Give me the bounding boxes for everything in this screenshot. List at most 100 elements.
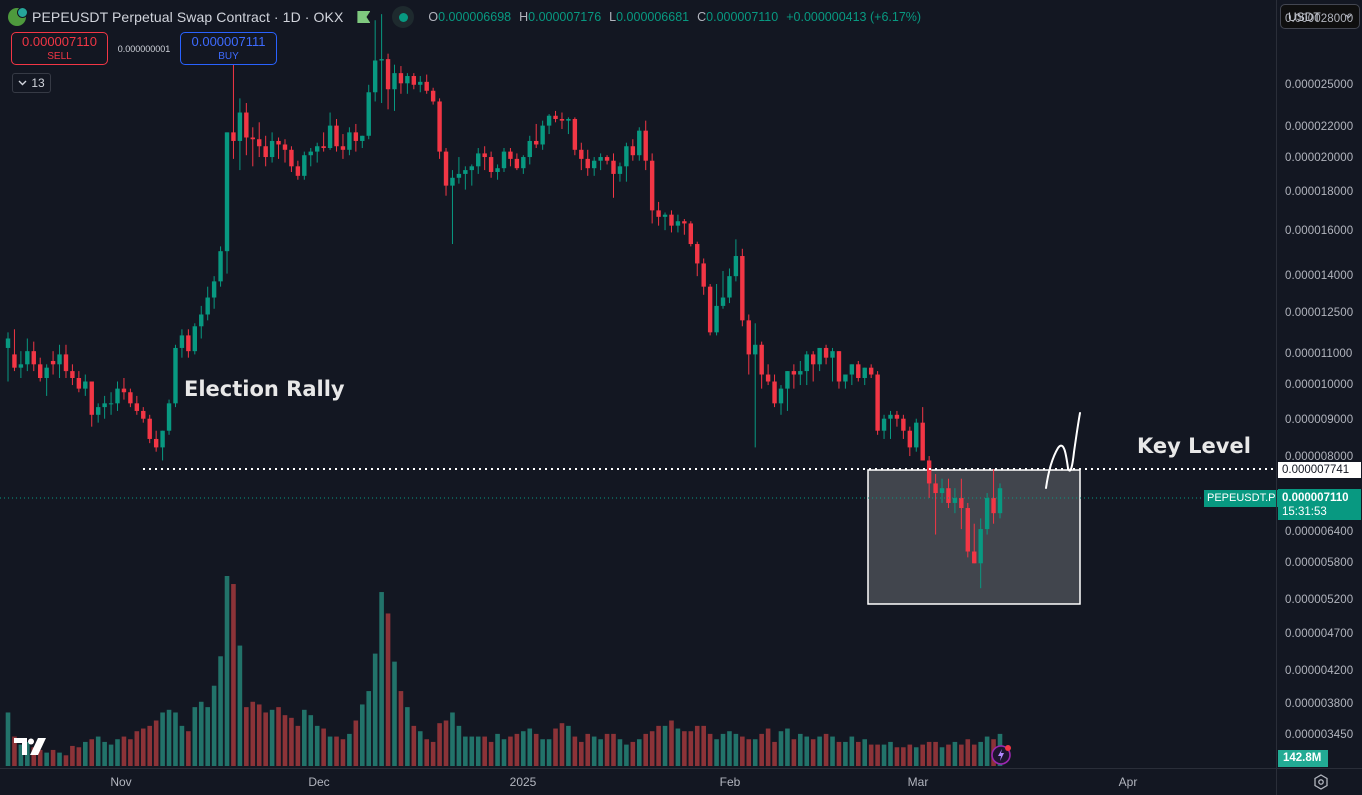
volume-bar	[727, 731, 732, 766]
candle	[707, 286, 713, 333]
candle	[186, 335, 191, 352]
volume-bar	[179, 725, 185, 766]
candle	[817, 347, 822, 365]
spread-value: 0.000000001	[117, 43, 171, 54]
price-tick: 0.000012500	[1285, 307, 1354, 319]
candle	[360, 135, 365, 141]
symbol-title[interactable]: PEPEUSDT Perpetual Swap Contract · 1D · …	[32, 9, 344, 25]
candle	[572, 119, 578, 150]
candle	[946, 488, 951, 503]
sell-button[interactable]: 0.000007110 SELL	[11, 32, 108, 65]
volume-bar	[186, 731, 191, 766]
chevron-down-icon	[1345, 14, 1352, 19]
currency-select[interactable]: USDT	[1280, 4, 1360, 29]
candle	[527, 140, 532, 158]
candle	[424, 81, 429, 91]
candle	[798, 371, 803, 375]
candle	[218, 251, 223, 282]
candle	[604, 157, 610, 161]
price-axis[interactable]: USDT 0.000028000 0.000025000 0.000022000 0.…	[1276, 0, 1362, 768]
candle	[991, 497, 996, 514]
volume-bar	[701, 725, 706, 766]
candle	[179, 335, 185, 348]
candle	[514, 158, 520, 169]
candle	[965, 508, 970, 552]
volume-bar	[250, 701, 256, 766]
candle	[617, 166, 623, 174]
candle	[385, 59, 391, 90]
volume-bar	[263, 712, 268, 766]
candle	[765, 374, 771, 382]
price-tick: 0.000025000	[1285, 79, 1354, 91]
buy-button[interactable]: 0.000007111 BUY	[180, 32, 277, 65]
low-label: L	[609, 10, 617, 24]
candle	[643, 130, 648, 161]
volume-bar	[385, 613, 391, 766]
volume-bar	[495, 733, 500, 766]
candle	[57, 354, 62, 365]
volume-bar	[540, 739, 545, 766]
candle	[205, 297, 210, 315]
candle	[450, 177, 455, 186]
volume-bar	[682, 731, 687, 766]
volume-bar	[971, 744, 977, 766]
candle	[5, 338, 11, 348]
time-label: 2025	[509, 775, 537, 789]
volume-bar	[166, 709, 172, 766]
candlestick-chart[interactable]	[0, 0, 1276, 768]
candle	[95, 407, 101, 415]
candle	[308, 151, 313, 156]
candle	[314, 146, 320, 152]
candle	[591, 160, 597, 169]
volume-bar	[366, 691, 372, 766]
volume-bar	[424, 739, 430, 766]
volume-bar	[578, 741, 584, 766]
candle	[521, 157, 526, 169]
candle	[327, 125, 333, 149]
candle	[862, 367, 867, 378]
key-level-label[interactable]: Key Level	[1137, 434, 1251, 458]
candle	[585, 158, 590, 169]
candle	[430, 90, 436, 102]
volume-bar	[211, 685, 217, 766]
price-tick: 0.000004700	[1285, 628, 1354, 640]
projection-drawing[interactable]	[1045, 412, 1081, 489]
flag-icon[interactable]	[357, 11, 371, 23]
candle	[488, 157, 494, 172]
candle	[810, 354, 816, 365]
volume-bar	[347, 733, 352, 766]
volume-bar	[469, 736, 475, 766]
candle	[160, 430, 165, 448]
candle	[759, 344, 764, 375]
candle	[720, 297, 726, 306]
candle	[153, 438, 159, 448]
pepe-symbol-icon	[8, 7, 28, 26]
candle	[83, 381, 88, 389]
settings-gear-icon[interactable]	[1313, 774, 1329, 790]
chart-plot-area[interactable]: PEPEUSDT Perpetual Swap Contract · 1D · …	[0, 0, 1279, 768]
volume-bar	[463, 736, 468, 766]
volume-bar	[656, 725, 661, 766]
volume-bar	[359, 704, 365, 766]
volume-bar	[18, 744, 24, 766]
lightning-alert-icon[interactable]	[990, 743, 1012, 765]
volume-bar	[417, 731, 423, 766]
volume-bar	[192, 707, 198, 766]
volume-bar	[798, 733, 803, 766]
price-tick: 0.000011000	[1285, 348, 1353, 360]
volume-bar	[379, 592, 384, 766]
candle	[89, 381, 94, 415]
volume-bar	[153, 720, 159, 766]
election-rally-label[interactable]: Election Rally	[184, 377, 345, 401]
indicators-toggle-button[interactable]: 13	[12, 73, 51, 93]
volume-bar	[611, 733, 616, 766]
volume-bar	[482, 736, 487, 766]
time-axis[interactable]: Nov Dec 2025 Feb Mar Apr	[0, 768, 1276, 795]
candle	[952, 497, 958, 503]
volume-bar	[405, 707, 410, 766]
volume-bar	[121, 736, 127, 766]
candle	[540, 125, 545, 145]
volume-bar	[63, 755, 69, 766]
tradingview-logo-icon[interactable]	[14, 738, 46, 755]
volume-bars	[5, 576, 1003, 766]
